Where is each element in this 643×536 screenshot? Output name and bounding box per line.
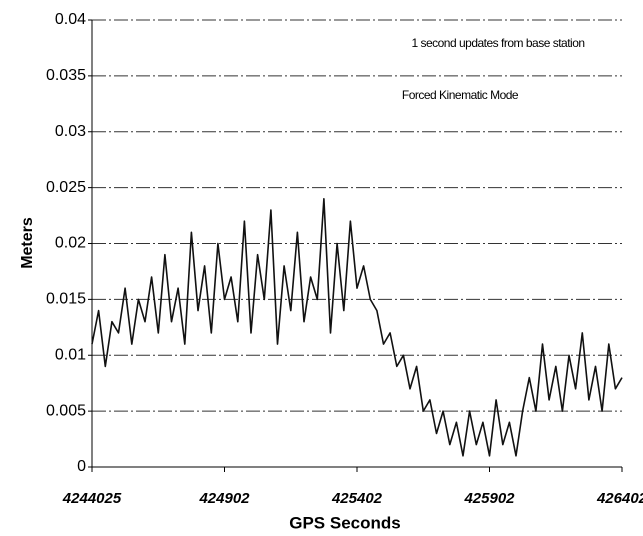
y-tick-label: 0.02: [55, 235, 86, 252]
data-line: [91, 198, 623, 457]
y-tick-label: 0.035: [46, 67, 86, 84]
x-axis-label: GPS Seconds: [289, 513, 400, 532]
y-tick-label: 0: [77, 458, 86, 475]
y-tick-label: 0.01: [55, 346, 86, 363]
y-tick-label: 0.03: [55, 123, 86, 140]
y-axis-label: Meters: [19, 217, 36, 269]
x-tick-label: 425402: [331, 490, 383, 507]
x-tick-label: 4244025: [62, 490, 122, 507]
y-tick-label: 0.005: [46, 402, 86, 419]
y-tick-label: 0.025: [46, 179, 86, 196]
annotation: Forced Kinematic Mode: [402, 88, 519, 102]
x-tick-label: 425902: [463, 490, 515, 507]
x-tick-label: 424902: [198, 490, 250, 507]
y-tick-label: 0.015: [46, 291, 86, 308]
x-tick-label: 426402: [596, 490, 643, 507]
annotation: 1 second updates from base station: [411, 36, 584, 50]
y-tick-label: 0.04: [55, 11, 86, 28]
